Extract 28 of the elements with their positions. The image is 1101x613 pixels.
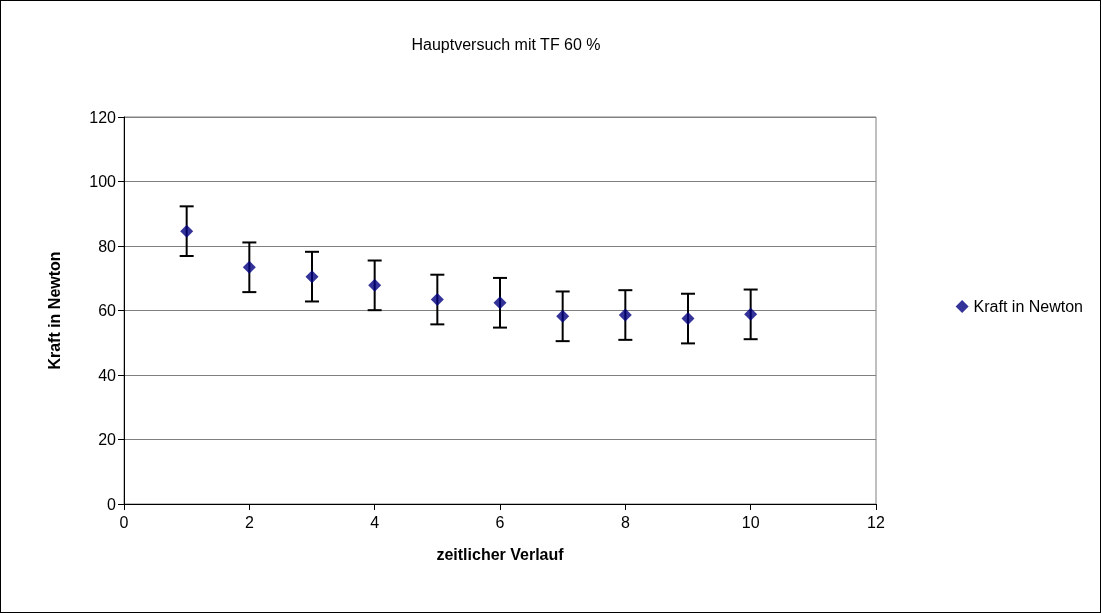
chart-title: Hauptversuch mit TF 60 % [411,35,601,53]
x-tick-label: 4 [370,513,380,531]
x-tick-label: 0 [119,513,129,531]
point [618,308,632,322]
y-tick-label: 0 [107,495,117,513]
x-tick-label: 2 [244,513,254,531]
point [493,296,507,310]
x-tick-label: 10 [741,513,760,531]
y-tick-label: 20 [98,431,117,448]
point [744,307,758,321]
point [681,312,695,326]
y-axis-title: Kraft in Newton [45,251,63,370]
point [556,309,570,323]
point [430,293,444,307]
y-tick-label: 120 [89,108,117,126]
x-axis-title: zeitlicher Verlauf [436,545,565,563]
x-tick-label: 8 [620,513,630,531]
point [180,224,194,238]
y-tick-label: 80 [98,237,117,255]
point [368,278,382,292]
y-tick-label: 40 [98,366,117,384]
x-tick-label: 12 [867,513,885,531]
x-tick-label: 6 [495,513,505,531]
legend-label: Kraft in Newton [973,298,1084,315]
point [242,260,256,274]
point [305,270,319,284]
y-tick-label: 100 [89,173,117,190]
y-tick-label: 60 [98,302,117,319]
